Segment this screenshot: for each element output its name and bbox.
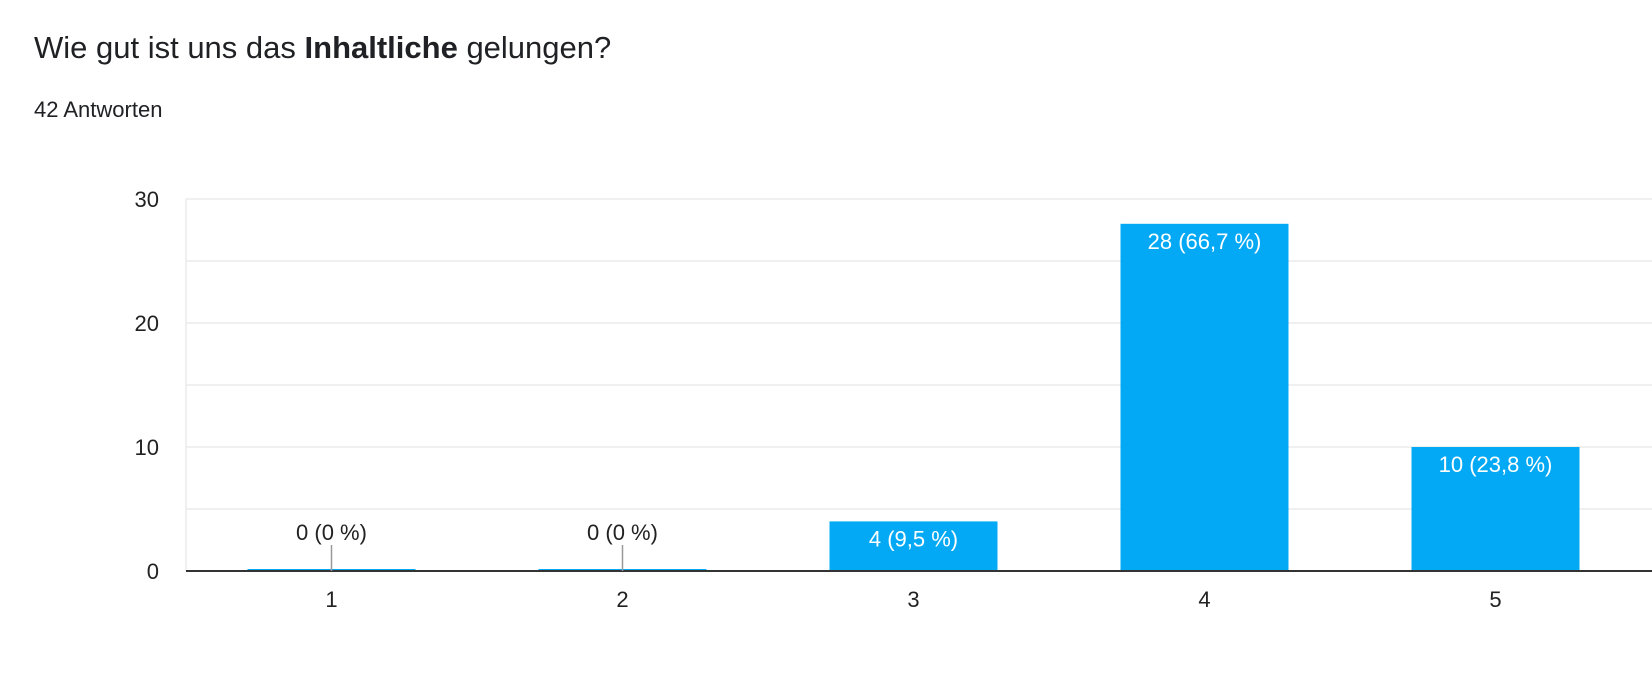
y-tick-label: 30 bbox=[135, 187, 159, 212]
data-label: 28 (66,7 %) bbox=[1148, 229, 1262, 254]
grid-layer bbox=[185, 198, 1652, 571]
bar bbox=[1411, 447, 1580, 571]
label-layer: 0 (0 %) 0 (0 %) 4 (9,5 %) 28 (66,7 %) 10 (23… bbox=[296, 229, 1552, 571]
data-label: 4 (9,5 %) bbox=[869, 526, 958, 551]
y-tick-label: 10 bbox=[135, 435, 159, 460]
data-label: 0 (0 %) bbox=[296, 520, 367, 545]
x-tick-label: 3 bbox=[907, 587, 919, 612]
x-tick-label: 1 bbox=[325, 587, 337, 612]
bar-layer bbox=[247, 223, 1580, 572]
x-tick-label: 4 bbox=[1198, 587, 1210, 612]
y-tick-label: 20 bbox=[135, 311, 159, 336]
response-count: 42 Antworten bbox=[34, 97, 163, 122]
bar bbox=[829, 521, 998, 571]
x-tick-label: 5 bbox=[1489, 587, 1501, 612]
x-tick-label: 2 bbox=[616, 587, 628, 612]
axis-layer: 0 10 20 30 1 2 3 4 5 bbox=[135, 187, 1652, 612]
data-label: 10 (23,8 %) bbox=[1439, 452, 1553, 477]
data-label: 0 (0 %) bbox=[587, 520, 658, 545]
question-title-bold: Inhaltliche bbox=[304, 30, 458, 65]
question-title: Wie gut ist uns das Inhaltliche gelungen… bbox=[34, 30, 611, 66]
y-tick-label: 0 bbox=[147, 559, 159, 584]
question-title-prefix: Wie gut ist uns das bbox=[34, 30, 305, 65]
question-title-suffix: gelungen? bbox=[457, 30, 612, 65]
bar bbox=[1120, 223, 1289, 572]
